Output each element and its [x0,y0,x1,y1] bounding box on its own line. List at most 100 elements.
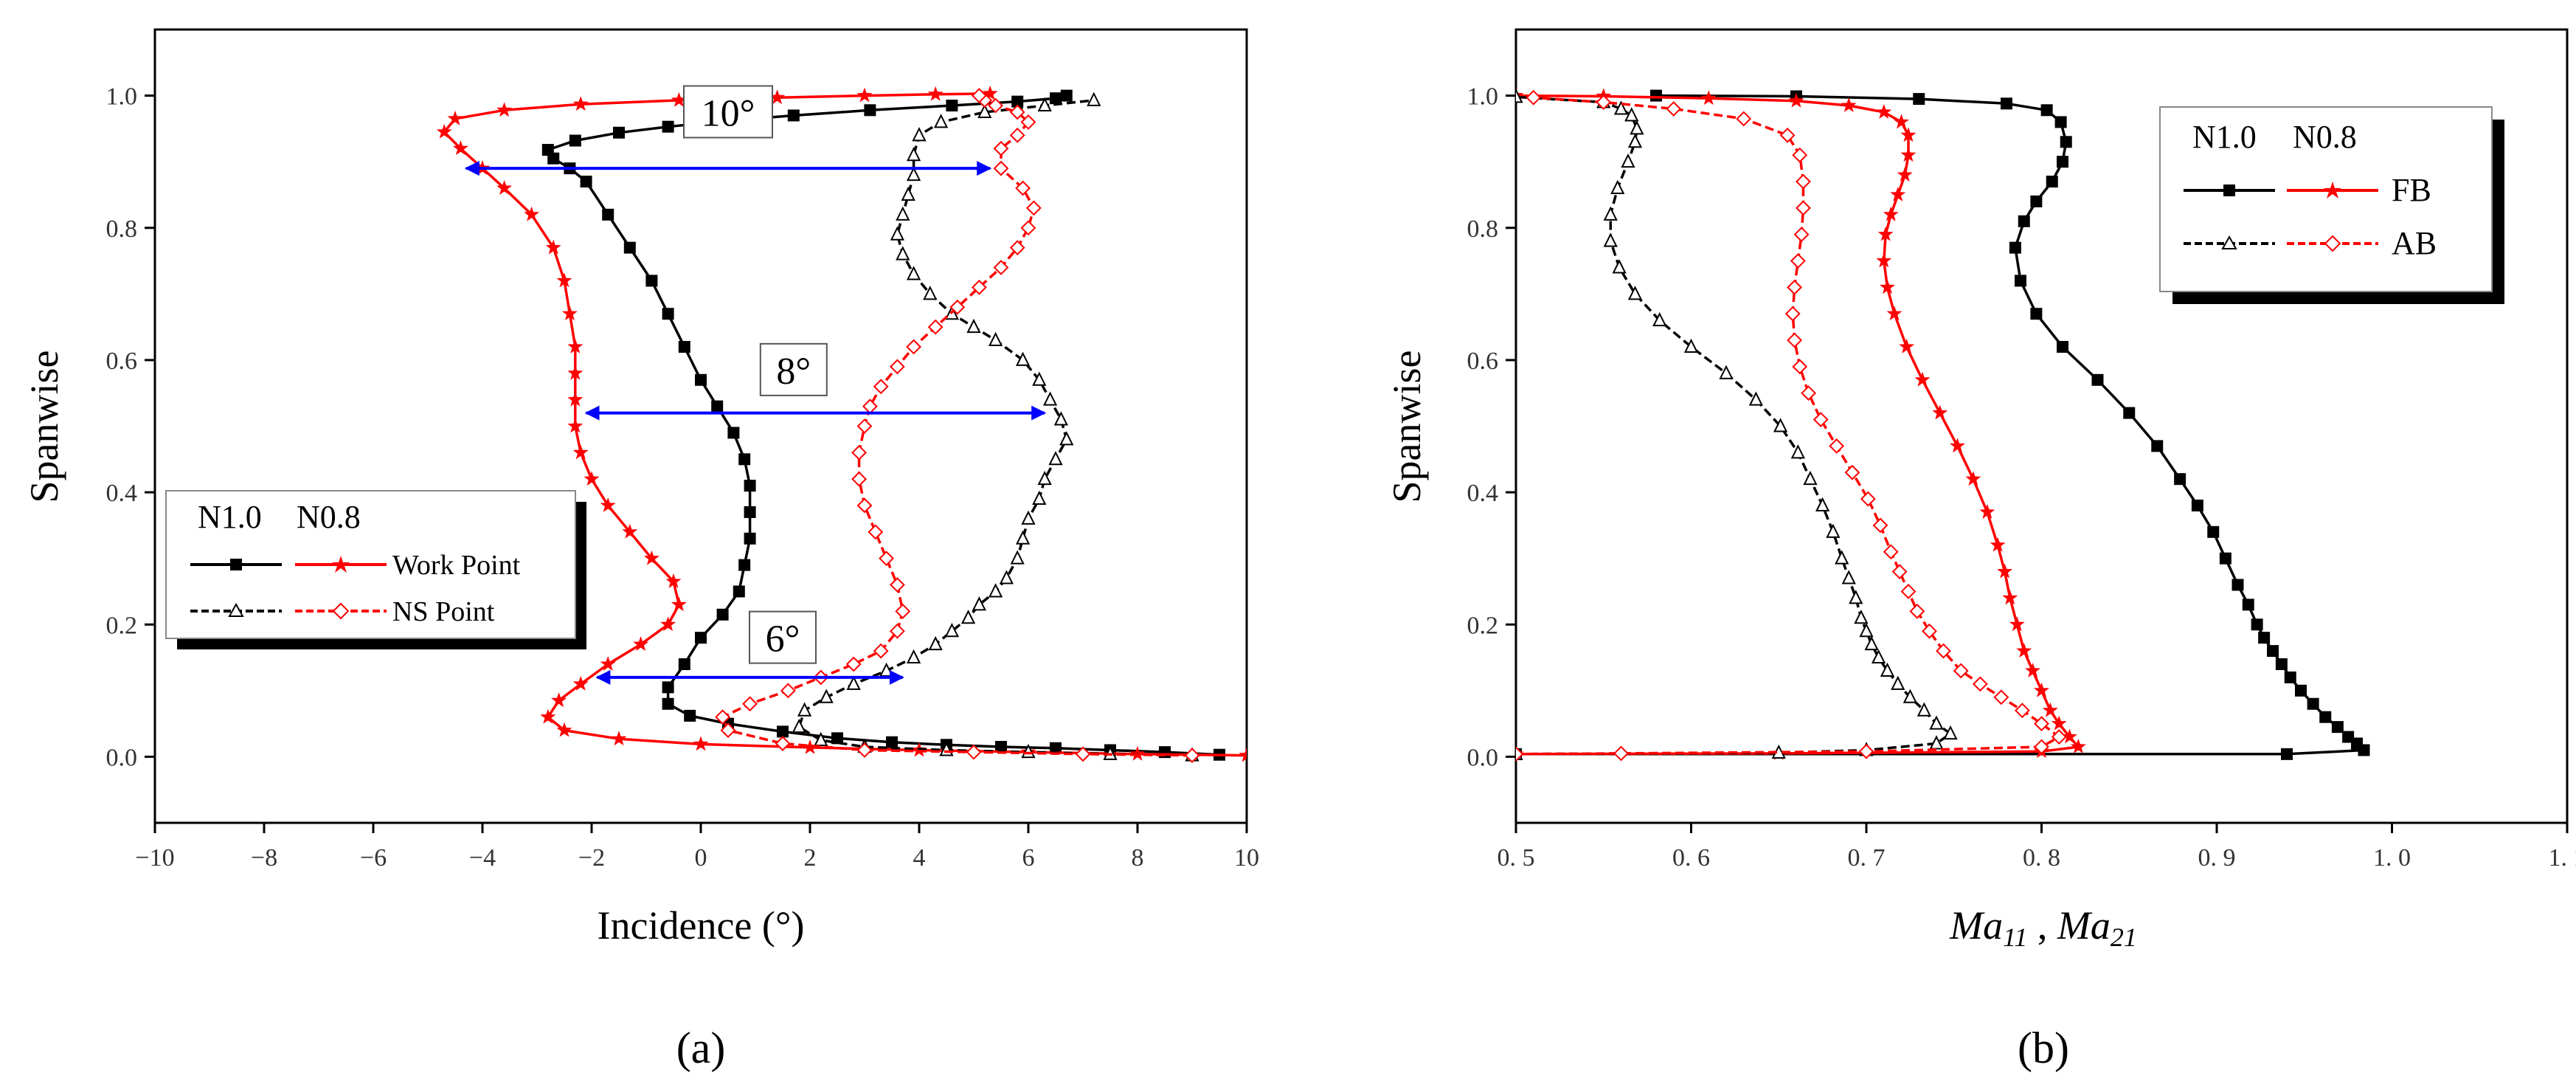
data-point [1801,385,1817,401]
y-tick-label: 0.2 [106,612,138,639]
x-tick-label: 2 [804,844,817,872]
data-point [1909,603,1925,619]
data-point [1011,95,1024,108]
data-point [944,622,960,638]
data-point [1899,339,1915,353]
data-point [1010,550,1025,565]
legend-swatch-work-red [295,556,387,573]
data-point [982,85,998,100]
y-tick-label: 1.0 [106,83,138,111]
data-point [693,736,709,751]
data-point [2002,590,2018,605]
series-n0-8-ab [1516,89,2067,762]
data-point [727,427,740,439]
data-point [1788,92,1804,108]
data-point [1603,232,1618,247]
data-point [742,696,758,712]
data-point [889,577,905,593]
data-point [949,299,966,315]
data-point [1990,537,2006,552]
data-point [584,471,600,486]
annotation-label: 8° [776,351,811,393]
data-point [971,279,987,295]
data-point [1932,404,1948,420]
data-point [1650,89,1662,102]
data-point [1859,622,1874,638]
axis-ticks-a: −10 −8 −6 −4 −2 0 2 4 6 8 10 0.0 0.2 0.4 0.6 0.8 1.0 [106,83,1260,872]
data-point [622,523,638,539]
data-point [1900,127,1917,142]
data-point [2054,116,2067,128]
data-point [1890,187,1906,201]
data-point [2207,525,2220,538]
data-point [623,241,636,254]
data-point [802,739,818,754]
data-point [2319,711,2332,723]
data-point [988,583,1003,598]
data-point [1059,431,1074,446]
y-tick-label: 0.8 [1467,215,1499,243]
data-point [966,318,981,334]
data-point [1950,438,1965,453]
data-point [671,596,687,612]
data-point [567,339,584,353]
data-point [2025,663,2041,677]
data-point [1891,675,1905,690]
data-point [831,732,843,745]
data-point [1891,564,1908,579]
data-point [1773,418,1788,432]
data-point [695,373,707,386]
data-point [556,722,572,737]
data-point [787,109,800,122]
data-point [960,610,976,624]
data-point [665,573,682,588]
data-point [1936,643,1951,659]
data-point [2051,715,2067,731]
data-point [1015,530,1031,545]
legend-swatch-fb-black [2184,184,2275,196]
data-point [1020,114,1036,130]
data-point [1900,584,1917,599]
data-point [436,123,452,139]
data-point [780,683,796,699]
data-point [611,731,627,746]
x-tick-label: 10 [1234,844,1259,872]
data-point [873,643,889,659]
x-tick-label: 1. 1 [2549,844,2576,872]
series-n0-8-fb [1516,87,2086,761]
data-point [744,506,756,518]
data-point [1796,200,1811,216]
data-point [572,675,589,691]
data-point [1009,127,1025,143]
chart-b: 0. 5 0. 6 0. 7 0. 8 0. 9 1. 0 1. 1 0.0 0.2 0.4 0.6… [1385,28,2576,1072]
data-point [1917,702,1931,717]
data-point [1914,371,1931,387]
data-point [2342,731,2355,743]
data-point [678,658,690,670]
data-point [2030,308,2043,320]
data-point [738,559,751,571]
y-tick-label: 0.4 [1467,480,1499,507]
data-point [864,104,876,117]
data-point [662,697,674,710]
data-point [2018,215,2030,227]
data-point [643,550,659,565]
data-point [1815,497,1830,511]
legend-label-fb: FB [2392,172,2431,208]
legend-header-n08: N0.8 [297,499,361,535]
data-point [561,306,578,321]
data-point [567,391,584,407]
y-axis-label-b: Spanwise [1385,351,1429,503]
data-point [868,524,884,540]
data-point [695,632,707,644]
data-point [567,365,584,380]
data-point [744,532,756,545]
data-point [671,92,687,107]
data-point [993,140,1009,156]
data-point [733,585,745,598]
x-tick-label: 6 [1022,844,1035,872]
data-point [496,180,513,195]
data-point [2057,341,2068,353]
x-tick-label: 0. 6 [1672,844,1710,872]
data-point [1060,89,1073,102]
